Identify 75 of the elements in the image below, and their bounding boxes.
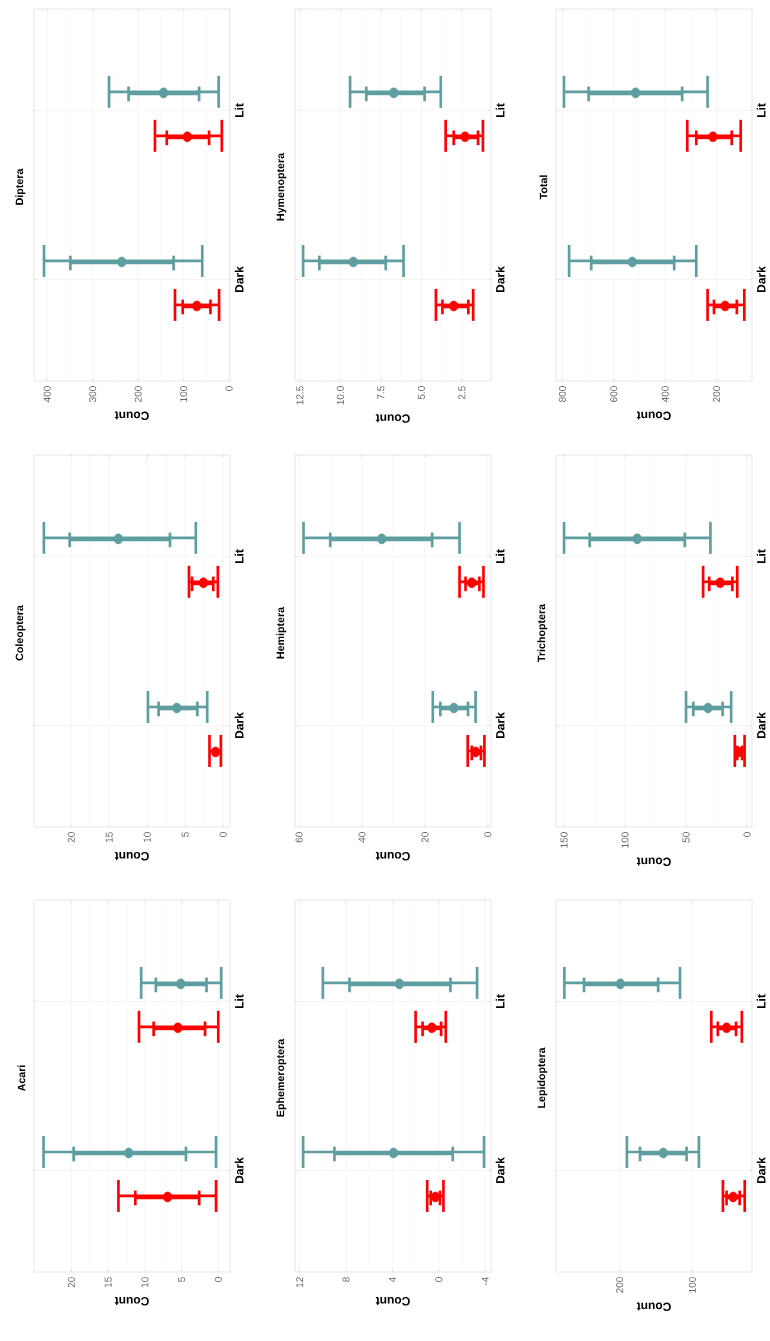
text: Lepidoptera bbox=[537, 1047, 548, 1108]
x-axis-title: Count bbox=[375, 414, 410, 423]
x-tick-label: 5.0 bbox=[417, 386, 425, 400]
y-tick-label: Dark bbox=[495, 1157, 505, 1184]
text: Hymenoptera bbox=[276, 152, 287, 221]
x-tick-label: 0 bbox=[484, 832, 492, 837]
x-tick-label: 0 bbox=[219, 832, 227, 837]
y-tick-label: Dark bbox=[756, 266, 766, 293]
x-tick-label: 5 bbox=[181, 832, 189, 837]
x-tick-label: 10.0 bbox=[336, 386, 344, 405]
y-tick-label: Dark bbox=[756, 1157, 766, 1184]
y-tick-label: Dark bbox=[756, 712, 766, 739]
x-tick-label: 100 bbox=[180, 386, 188, 402]
text: Acari bbox=[17, 1065, 26, 1092]
x-tick-label: 40 bbox=[358, 832, 366, 843]
x-axis-title: Count bbox=[636, 857, 671, 867]
y-tick-label: Lit bbox=[495, 103, 505, 117]
y-tick-label: Lit bbox=[234, 994, 244, 1009]
x-tick-label: 150 bbox=[560, 832, 568, 848]
x-axis-title: Count bbox=[636, 1302, 671, 1312]
x-tick-label: 15 bbox=[105, 832, 113, 843]
x-tick-label: 0 bbox=[435, 1277, 443, 1282]
text: Diptera bbox=[15, 168, 26, 205]
x-tick-label: 20 bbox=[67, 832, 75, 843]
x-tick-label: 0 bbox=[214, 1277, 222, 1282]
y-tick-label: Lit bbox=[756, 549, 766, 563]
y-tick-label: Lit bbox=[234, 549, 244, 563]
x-tick-label: 2.5 bbox=[458, 386, 466, 400]
y-tick-label: Lit bbox=[756, 103, 766, 117]
x-tick-label: 800 bbox=[558, 386, 566, 402]
x-tick-label: 0 bbox=[225, 386, 233, 391]
x-tick-label: 100 bbox=[688, 1277, 696, 1293]
text: Coleoptera bbox=[15, 605, 26, 661]
x-tick-label: 50 bbox=[682, 832, 690, 843]
x-tick-label: 15 bbox=[104, 1277, 112, 1288]
text: Ephemeroptera bbox=[276, 1038, 287, 1117]
x-tick-label: 300 bbox=[89, 386, 97, 403]
x-tick-label: 12.5 bbox=[296, 386, 304, 405]
y-tick-label: Lit bbox=[495, 549, 505, 563]
y-tick-label: Lit bbox=[234, 103, 244, 117]
x-tick-label: 20 bbox=[421, 832, 429, 843]
x-tick-label: 12 bbox=[296, 1277, 304, 1288]
x-axis-title: Count bbox=[636, 411, 671, 421]
y-tick-label: Lit bbox=[756, 994, 766, 1008]
x-tick-label: 200 bbox=[616, 1277, 624, 1293]
x-axis-title: Count bbox=[114, 411, 149, 421]
x-tick-label: 400 bbox=[661, 386, 669, 403]
y-tick-label: Dark bbox=[495, 712, 505, 739]
x-tick-label: 5 bbox=[178, 1277, 186, 1282]
y-tick-label: Dark bbox=[495, 266, 505, 293]
x-tick-label: 100 bbox=[621, 832, 629, 848]
x-tick-label: 7.5 bbox=[377, 386, 385, 400]
y-tick-label: Dark bbox=[234, 1157, 244, 1184]
y-tick-label: Dark bbox=[234, 266, 244, 293]
x-axis-title: Count bbox=[114, 1297, 149, 1306]
x-tick-label: 20 bbox=[67, 1277, 75, 1288]
text: Total bbox=[539, 175, 548, 200]
y-tick-label: Lit bbox=[495, 994, 505, 1009]
x-tick-label: 60 bbox=[295, 832, 303, 843]
x-tick-label: 10 bbox=[141, 1277, 149, 1288]
x-tick-label: 600 bbox=[610, 386, 618, 402]
text: Hemiptera bbox=[276, 606, 287, 659]
x-axis-title: Count bbox=[114, 851, 149, 861]
x-axis-title: Count bbox=[375, 851, 410, 861]
x-tick-label: 200 bbox=[134, 386, 142, 402]
text: Trichoptera bbox=[537, 603, 548, 662]
x-tick-label: 10 bbox=[143, 832, 151, 843]
x-tick-label: -4 bbox=[481, 1277, 489, 1286]
x-tick-label: 200 bbox=[713, 386, 721, 402]
y-tick-label: Dark bbox=[234, 712, 244, 739]
x-tick-label: 8 bbox=[342, 1277, 350, 1282]
x-tick-label: 0 bbox=[743, 832, 751, 837]
x-tick-label: 400 bbox=[43, 386, 51, 403]
x-axis-title: Count bbox=[375, 1297, 410, 1306]
x-tick-label: 4 bbox=[389, 1277, 396, 1283]
